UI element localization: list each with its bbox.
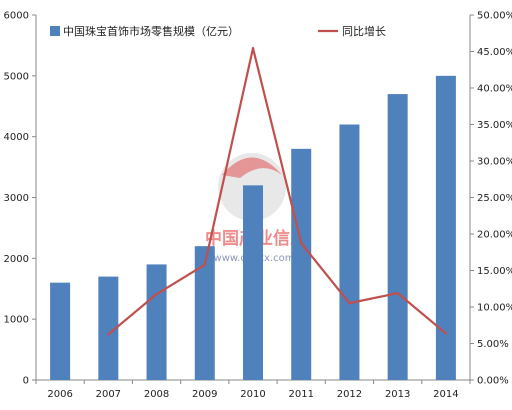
x-tick-label: 2014 xyxy=(433,389,458,400)
right-tick-label: 45.00% xyxy=(477,47,512,58)
legend-bar-swatch xyxy=(50,26,60,36)
right-tick-label: 50.00% xyxy=(477,11,512,22)
right-tick-label: 10.00% xyxy=(477,303,512,314)
bar xyxy=(435,75,456,380)
right-tick-label: 30.00% xyxy=(477,157,512,168)
legend-line-label: 同比增长 xyxy=(342,24,386,38)
left-tick-label: 0 xyxy=(23,376,29,387)
growth-line xyxy=(107,47,447,336)
growth-point xyxy=(155,292,158,296)
axes: 0 1000 2000 3000 4000 5000 6000 0.00% 5.00% 10.00… xyxy=(4,11,512,401)
growth-point xyxy=(203,263,206,266)
bar xyxy=(291,148,312,380)
growth-point xyxy=(444,332,448,335)
left-tick-label: 1000 xyxy=(4,315,29,326)
x-tick-label: 2009 xyxy=(192,389,217,400)
right-tick-label: 15.00% xyxy=(477,266,512,277)
x-tick-label: 2010 xyxy=(240,389,265,400)
bar xyxy=(50,282,71,380)
x-tick-label: 2012 xyxy=(337,389,362,400)
line-series xyxy=(107,47,448,336)
bar-series xyxy=(50,75,456,380)
x-tick-label: 2006 xyxy=(47,389,72,400)
bar xyxy=(98,276,119,380)
left-tick-label: 5000 xyxy=(4,71,29,82)
left-tick-label: 4000 xyxy=(4,132,29,143)
growth-point xyxy=(396,291,399,295)
right-tick-label: 35.00% xyxy=(477,120,512,131)
right-tick-label: 25.00% xyxy=(477,193,512,204)
growth-point xyxy=(348,301,351,305)
legend: 中国珠宝首饰市场零售规模（亿元） 同比增长 xyxy=(50,24,386,38)
bar xyxy=(339,124,360,380)
right-tick-label: 5.00% xyxy=(477,339,509,350)
x-tick-label: 2007 xyxy=(96,389,121,400)
growth-point xyxy=(300,241,303,245)
left-tick-label: 3000 xyxy=(4,193,29,204)
bar xyxy=(243,185,263,380)
x-tick-label: 2008 xyxy=(144,389,169,400)
growth-point xyxy=(107,333,110,336)
growth-point xyxy=(251,47,255,50)
legend-bar-label: 中国珠宝首饰市场零售规模（亿元） xyxy=(63,24,239,38)
bar xyxy=(146,264,167,380)
bar xyxy=(194,246,215,380)
x-tick-label: 2011 xyxy=(288,389,313,400)
x-tick-label: 2013 xyxy=(385,389,410,400)
right-tick-label: 40.00% xyxy=(477,84,512,95)
left-tick-label: 6000 xyxy=(4,11,29,22)
right-tick-label: 20.00% xyxy=(477,230,512,241)
watermark-logo-swirl xyxy=(222,157,282,178)
left-tick-label: 2000 xyxy=(4,254,29,265)
right-tick-label: 0.00% xyxy=(477,376,509,387)
bar xyxy=(387,94,408,380)
